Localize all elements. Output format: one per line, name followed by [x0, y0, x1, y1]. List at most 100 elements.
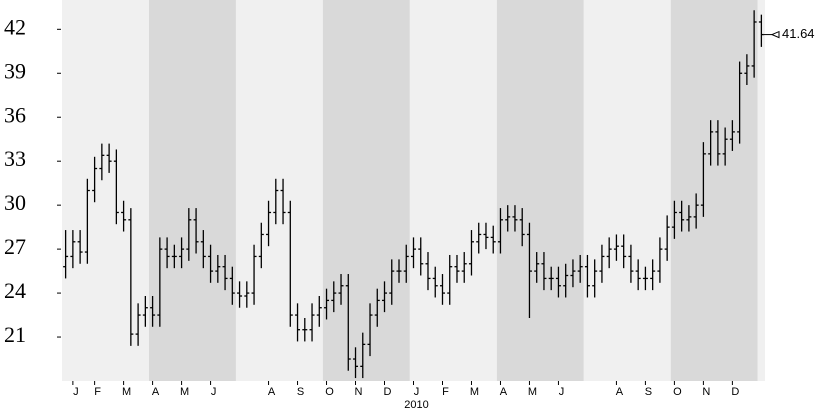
quarter-band [235, 0, 323, 381]
x-tick-label: O [673, 386, 682, 398]
ohlc-bar [490, 225, 496, 254]
ohlc-bar [744, 54, 750, 85]
ohlc-bar [418, 237, 424, 276]
ohlc-bar [563, 263, 569, 298]
ohlc-bar [229, 266, 235, 305]
ohlc-bar [135, 303, 141, 346]
quarter-band [148, 0, 236, 381]
ohlc-bar [99, 143, 105, 181]
x-tick-label: A [616, 386, 624, 398]
ohlc-bar [302, 317, 308, 342]
ohlc-bar [671, 200, 677, 239]
ohlc-bar [664, 215, 670, 261]
y-tick-label: 33 [4, 146, 26, 171]
ohlc-bar [106, 143, 112, 173]
ohlc-bar [77, 230, 83, 264]
ohlc-bar [63, 230, 69, 279]
ohlc-bar [715, 120, 721, 166]
x-tick-label: M [528, 386, 537, 398]
ohlc-bar [324, 288, 330, 320]
ohlc-bar [606, 237, 612, 269]
ohlc-bar [577, 254, 583, 283]
x-tick-label: D [731, 386, 739, 398]
ohlc-bar [128, 208, 134, 346]
ohlc-bar [737, 61, 743, 144]
x-tick-label: M [470, 386, 479, 398]
ohlc-bar [541, 252, 547, 291]
ohlc-bar [113, 149, 119, 225]
ohlc-bar [599, 244, 605, 283]
ohlc-bar [592, 259, 598, 298]
ohlc-bar [411, 237, 416, 269]
ohlc-bar [142, 296, 148, 327]
ohlc-bar [722, 127, 728, 166]
quarter-band [583, 0, 671, 381]
ohlc-bar [309, 303, 315, 342]
ohlc-bar [454, 254, 460, 283]
ohlc-bar [70, 230, 76, 269]
ohlc-bar [237, 281, 243, 308]
ohlc-bar [657, 237, 663, 283]
ohlc-bar [382, 281, 388, 313]
ohlc-bar [215, 254, 221, 283]
ohlc-bar [519, 208, 525, 247]
ohlc-bar [628, 244, 634, 283]
ohlc-bar [266, 200, 272, 247]
y-tick-label: 36 [4, 102, 26, 127]
ohlc-bar [635, 259, 641, 291]
last-value-label: 41.64 [782, 26, 815, 41]
ohlc-bar [251, 244, 257, 305]
y-tick-label: 30 [4, 190, 26, 215]
ohlc-bar [222, 254, 228, 291]
ohlc-bar [258, 222, 264, 269]
ohlc-bar [244, 281, 250, 308]
x-tick-label: D [384, 386, 392, 398]
ohlc-bar [150, 296, 156, 327]
ohlc-bar [273, 178, 279, 225]
ohlc-bar [84, 178, 90, 264]
ohlc-bar [729, 120, 735, 151]
ohlc-bar [367, 303, 373, 357]
ohlc-bar [360, 332, 366, 379]
ohlc-bar [468, 230, 474, 276]
ohlc-bar [570, 259, 576, 288]
ohlc-bar [193, 208, 199, 254]
ohlc-bar [439, 274, 445, 305]
ohlc-bar [200, 230, 206, 269]
ohlc-bar [432, 266, 438, 298]
ohlc-bar [374, 288, 380, 327]
y-tick-label: 21 [4, 322, 26, 347]
x-tick-label: A [500, 386, 508, 398]
ohlc-bar [584, 254, 590, 298]
quarter-band [670, 0, 758, 381]
ohlc-bar [555, 266, 561, 298]
ohlc-bar [526, 222, 532, 318]
ohlc-bar [758, 14, 764, 47]
x-tick-label: N [702, 386, 710, 398]
ohlc-bar [505, 205, 511, 232]
x-tick-label: J [414, 386, 420, 398]
ohlc-bar [708, 120, 714, 166]
ohlc-bar [686, 205, 692, 232]
ohlc-bar [534, 252, 540, 283]
quarter-band [322, 0, 410, 381]
quarter-band [409, 0, 497, 381]
ohlc-bar [280, 178, 286, 225]
ohlc-bar [613, 234, 619, 261]
ohlc-bar [700, 142, 706, 217]
ohlc-bar [157, 237, 163, 327]
x-tick-label: A [152, 386, 160, 398]
ohlc-bar [679, 200, 685, 232]
ohlc-bar [650, 259, 656, 291]
quarter-band [757, 0, 765, 381]
ohlc-bar [642, 266, 648, 291]
x-group-label: 2010 [404, 399, 428, 411]
ohlc-bar [186, 208, 192, 261]
ohlc-bar [121, 200, 127, 232]
quarter-band [62, 0, 149, 381]
y-tick-label: 39 [4, 58, 26, 83]
ohlc-bar [287, 200, 293, 327]
x-tick-label: M [180, 386, 189, 398]
ohlc-bar [751, 10, 757, 78]
